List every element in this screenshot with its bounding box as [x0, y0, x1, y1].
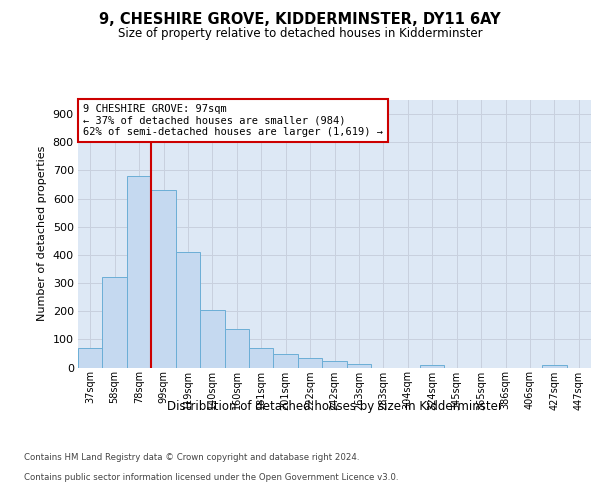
- Text: Contains HM Land Registry data © Crown copyright and database right 2024.: Contains HM Land Registry data © Crown c…: [24, 452, 359, 462]
- Bar: [298, 358, 322, 368]
- Text: Size of property relative to detached houses in Kidderminster: Size of property relative to detached ho…: [118, 28, 482, 40]
- Bar: [542, 365, 566, 368]
- Text: Distribution of detached houses by size in Kidderminster: Distribution of detached houses by size …: [167, 400, 503, 413]
- Bar: [322, 362, 347, 368]
- Bar: [249, 348, 274, 368]
- Text: 9, CHESHIRE GROVE, KIDDERMINSTER, DY11 6AY: 9, CHESHIRE GROVE, KIDDERMINSTER, DY11 6…: [99, 12, 501, 28]
- Y-axis label: Number of detached properties: Number of detached properties: [37, 146, 47, 322]
- Bar: [224, 330, 249, 368]
- Bar: [127, 176, 151, 368]
- Bar: [176, 252, 200, 368]
- Text: Contains public sector information licensed under the Open Government Licence v3: Contains public sector information licen…: [24, 472, 398, 482]
- Bar: [347, 364, 371, 368]
- Bar: [420, 365, 445, 368]
- Bar: [103, 278, 127, 368]
- Bar: [78, 348, 103, 368]
- Bar: [151, 190, 176, 368]
- Bar: [200, 310, 224, 368]
- Text: 9 CHESHIRE GROVE: 97sqm
← 37% of detached houses are smaller (984)
62% of semi-d: 9 CHESHIRE GROVE: 97sqm ← 37% of detache…: [83, 104, 383, 137]
- Bar: [274, 354, 298, 368]
